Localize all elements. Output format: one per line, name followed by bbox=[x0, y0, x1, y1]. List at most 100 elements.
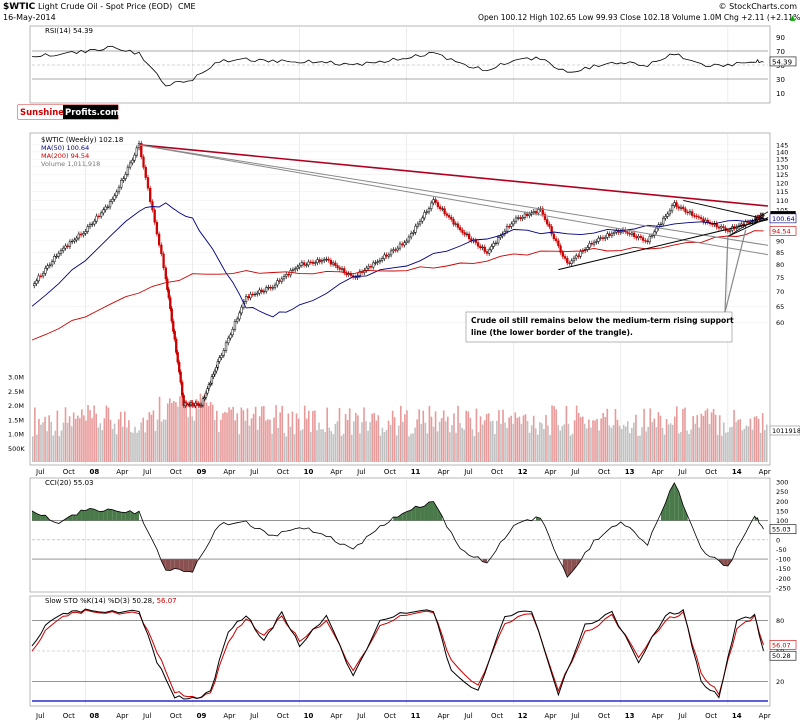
volume-bar bbox=[289, 426, 292, 462]
price-candle-body bbox=[450, 216, 453, 220]
volume-bar bbox=[79, 418, 81, 462]
price-candle-body bbox=[376, 261, 379, 263]
volume-bar bbox=[561, 426, 564, 462]
x-axis-label: Oct bbox=[63, 468, 75, 476]
volume-bar bbox=[328, 427, 331, 462]
volume-bar bbox=[377, 415, 380, 462]
volume-bar bbox=[332, 434, 335, 462]
volume-bar bbox=[404, 414, 406, 462]
x-axis-label: Jul bbox=[677, 712, 687, 720]
volume-bar bbox=[481, 424, 484, 462]
volume-bar bbox=[655, 427, 658, 462]
volume-bar bbox=[260, 406, 263, 462]
volume-bar bbox=[132, 432, 134, 462]
price-candle-body bbox=[467, 233, 471, 240]
volume-bar bbox=[234, 420, 236, 462]
price-candle-body bbox=[728, 229, 732, 232]
volume-bar bbox=[344, 414, 347, 462]
price-tick-label: 80 bbox=[776, 261, 784, 269]
panel-frame bbox=[29, 132, 771, 466]
volume-bar bbox=[373, 412, 376, 462]
cci-fill-high bbox=[402, 511, 407, 521]
price-candle-body bbox=[200, 404, 203, 407]
x-axis-label: 14 bbox=[732, 712, 742, 720]
volume-bar bbox=[36, 434, 38, 462]
volume-tick-label: 1.5M bbox=[8, 416, 24, 424]
volume-bar bbox=[581, 416, 584, 462]
trendline-gray-1 bbox=[138, 144, 769, 246]
price-candle-body bbox=[240, 306, 243, 314]
price-value-box bbox=[769, 213, 797, 224]
volume-bar bbox=[747, 426, 750, 462]
price-candle-body bbox=[416, 223, 419, 227]
price-candle-body bbox=[452, 219, 455, 225]
volume-bar bbox=[641, 427, 643, 462]
volume-bar bbox=[753, 416, 756, 462]
price-candle-body bbox=[86, 226, 89, 232]
price-candle-body bbox=[153, 209, 156, 223]
volume-bar bbox=[559, 430, 562, 462]
volume-bar bbox=[639, 435, 641, 462]
x-axis-label: Apr bbox=[330, 468, 342, 476]
x-axis-label: 14 bbox=[732, 468, 742, 476]
volume-bar bbox=[708, 424, 711, 462]
volume-bar bbox=[89, 410, 91, 462]
price-tick-label: 125 bbox=[776, 171, 788, 179]
volume-bar bbox=[103, 418, 106, 462]
volume-bar bbox=[68, 416, 71, 462]
volume-bar bbox=[524, 414, 527, 462]
price-panel: $WTIC (Weekly) 102.18 MA(50) 100.64 MA(2… bbox=[8, 136, 800, 462]
price-candle-body bbox=[300, 262, 304, 266]
x-axis-label: 09 bbox=[197, 468, 207, 476]
price-candle-body bbox=[537, 209, 540, 214]
volume-bar bbox=[252, 413, 255, 462]
cci-fill-high bbox=[89, 508, 95, 521]
price-tick-label: 75 bbox=[776, 274, 784, 282]
price-candle-body bbox=[347, 273, 350, 275]
x-axis-label: Oct bbox=[63, 712, 75, 720]
volume-bar bbox=[610, 427, 613, 462]
rsi-tick-label: 70 bbox=[776, 48, 785, 56]
volume-bar bbox=[539, 422, 541, 462]
volume-bar bbox=[757, 418, 760, 462]
x-axis-label: Oct bbox=[598, 712, 610, 720]
sto-legend: Slow STO %K(14) %D(3) 50.28, 56.07 bbox=[45, 597, 177, 605]
volume-bar bbox=[119, 411, 122, 462]
volume-bar bbox=[297, 418, 300, 462]
price-tick-label: 140 bbox=[776, 148, 788, 156]
price-candle-body bbox=[84, 231, 87, 234]
price-candle-body bbox=[215, 367, 218, 372]
x-axis-label: 13 bbox=[625, 468, 635, 476]
cci-tick-label: 0 bbox=[776, 536, 780, 544]
cci-fill-high bbox=[85, 508, 90, 521]
volume-bar bbox=[375, 420, 378, 462]
price-candle-body bbox=[505, 226, 509, 232]
volume-bar bbox=[81, 409, 83, 462]
volume-bar bbox=[152, 410, 155, 462]
price-candle-body bbox=[236, 318, 239, 322]
price-candle-body bbox=[619, 231, 622, 233]
logo: Sunshine Profits.com bbox=[17, 104, 120, 120]
header-date: 16-May-2014 bbox=[3, 13, 56, 22]
price-candle-body bbox=[188, 404, 191, 406]
volume-bar bbox=[263, 405, 265, 462]
cci-fill-high bbox=[112, 509, 117, 521]
price-candle-body bbox=[633, 232, 636, 237]
volume-bar bbox=[714, 414, 717, 462]
price-candle-body bbox=[280, 278, 283, 282]
trendline-red bbox=[138, 144, 769, 207]
price-candle-body bbox=[117, 186, 121, 193]
price-candle-body bbox=[586, 247, 589, 250]
price-candle-body bbox=[305, 264, 308, 266]
price-candle-body bbox=[653, 231, 656, 237]
volume-bar bbox=[111, 429, 114, 462]
x-axis-label: Oct bbox=[277, 712, 289, 720]
volume-bar bbox=[117, 419, 120, 462]
volume-bar bbox=[426, 433, 429, 462]
price-candle-body bbox=[108, 201, 112, 208]
price-candle-body bbox=[383, 254, 386, 259]
volume-bar bbox=[455, 432, 457, 462]
price-value-box bbox=[769, 226, 797, 236]
volume-bar bbox=[240, 407, 243, 462]
volume-bar bbox=[684, 407, 686, 462]
